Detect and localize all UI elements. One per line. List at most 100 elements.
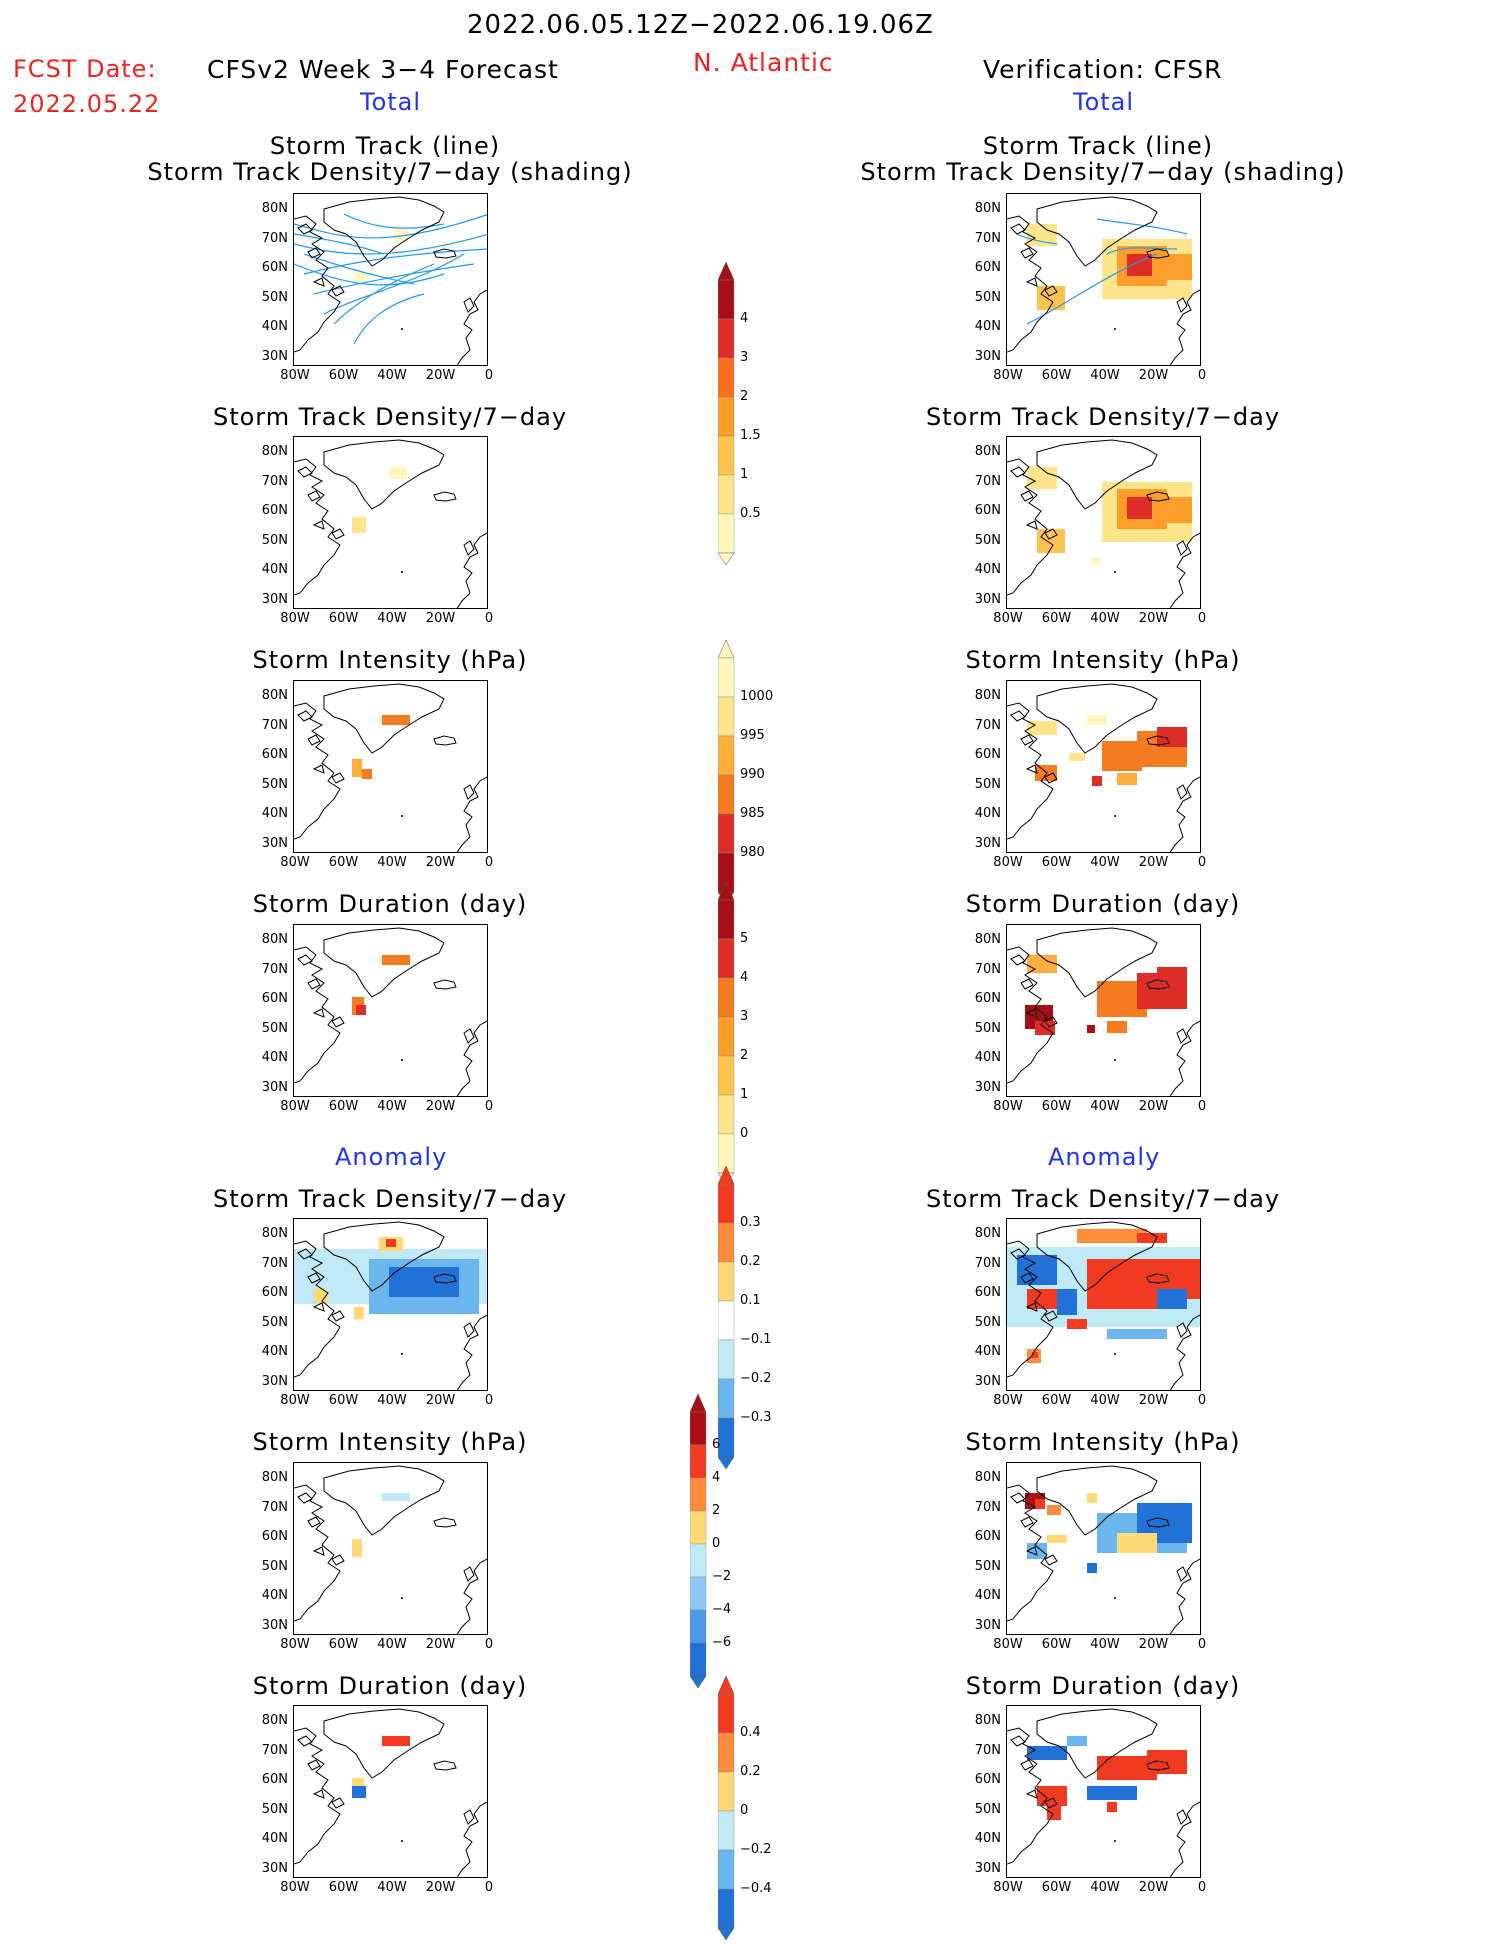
colorbar-label: 1.5 [740,428,761,443]
lon-tick-label: 80W [993,1099,1023,1114]
lat-tick-label: 50N [974,289,1001,305]
map-svg [294,1465,487,1634]
lon-tick-label: 60W [1041,855,1072,870]
shading-cell [1047,1806,1061,1820]
island-dot [401,571,403,573]
colorbar-segment [717,774,735,815]
shading-cell [1092,776,1102,786]
colorbar-svg [689,1393,707,1689]
map-svg [1007,927,1200,1096]
lat-tick-label: 80N [974,201,1001,216]
lon-tick-label: 0 [1197,1637,1207,1652]
map-svg [1007,439,1200,608]
lat-tick-label: 60N [974,1772,1001,1787]
lat-tick-label: 80N [974,444,1001,459]
shading-cell [1047,1505,1061,1515]
colorbar-segment [717,513,735,554]
colorbar-segment [717,318,735,359]
lat-tick-label: 80N [261,1470,288,1485]
lon-tick-label: 40W [377,1880,407,1895]
shading-cell [1092,557,1100,565]
right-column-title: Verification: CFSR [983,55,1223,84]
colorbar-arrow [717,1675,735,1695]
shading-cell [1067,1319,1087,1329]
colorbar-segment [717,1016,735,1057]
shading-cell [356,1005,366,1015]
lon-tick-label: 20W [1138,1880,1169,1895]
shading-cell [1017,1255,1057,1285]
shading-cell [1037,286,1065,310]
storm-track-line [1096,218,1188,235]
coastline [1007,683,1200,852]
lat-tick-label: 60N [974,260,1001,275]
lat-tick-label: 50N [261,289,288,305]
shading-cell [1107,1329,1167,1339]
shading-cell [1067,1736,1087,1746]
lat-tick-label: 50N [261,1314,288,1330]
lon-tick-label: 20W [425,1637,456,1652]
shading-cell [352,1778,364,1786]
lat-tick-label: 60N [261,747,288,762]
shading-cell [1087,715,1107,725]
lat-tick-label: 80N [261,444,288,459]
storm-track-line [343,213,445,229]
lat-tick-label: 70N [261,1499,288,1515]
map-panel [293,1705,488,1878]
lat-tick-label: 50N [974,1558,1001,1574]
map-panel [1006,924,1201,1097]
lon-tick-label: 0 [1197,1880,1207,1895]
colorbar-arrow [717,261,735,281]
island-dot [1114,328,1116,330]
lat-tick-label: 60N [261,503,288,518]
lon-tick-label: 60W [1041,611,1072,626]
colorbar-segment [717,279,735,320]
lon-tick-label: 40W [1090,1637,1120,1652]
lat-tick-label: 30N [261,1617,288,1633]
colorbar-density: 4 3 2 1.5 1 0.5 [717,261,761,569]
lat-tick-label: 40N [261,1588,288,1603]
shading-cell [354,1307,364,1319]
lon-tick-label: 40W [1090,1880,1120,1895]
panel-title-fc-track-1: Storm Track (line) [269,132,501,160]
shading-cell [1087,1025,1095,1033]
lat-tick-label: 80N [261,688,288,703]
lon-tick-label: 40W [377,611,407,626]
colorbar-label: −0.2 [740,1842,772,1857]
colorbar-label: 2 [712,1503,721,1518]
lon-tick-label: 20W [1138,368,1169,383]
island-dot [1114,815,1116,817]
shading-cell [352,759,362,777]
lon-tick-label: 20W [425,855,456,870]
lat-tick-label: 50N [974,776,1001,792]
shading-cell [389,467,407,479]
lon-tick-label: 40W [377,1099,407,1114]
colorbar-label: 990 [740,767,765,782]
shading-cell [389,1267,459,1297]
coastline [1007,439,1200,608]
shading-cell [1027,224,1057,246]
lon-tick-label: 40W [1090,368,1120,383]
lon-tick-label: 0 [484,1880,494,1895]
map-svg [294,927,487,1096]
lat-tick-label: 70N [261,230,288,246]
panel-title-ob-density: Storm Track Density/7−day [925,403,1281,431]
shading-cell [362,769,372,779]
lon-tick-label: 0 [484,1637,494,1652]
shading-cell [352,1539,362,1557]
shading-cell [1117,1533,1157,1553]
colorbar-arrow [717,552,735,566]
shading-cell [1027,1746,1067,1760]
lon-tick-label: 60W [328,368,359,383]
lon-tick-label: 80W [993,611,1023,626]
lat-tick-label: 60N [974,991,1001,1006]
shading-cell [386,1239,396,1247]
lat-tick-label: 30N [974,1617,1001,1633]
map-svg [1007,1708,1200,1877]
shading-cell [352,517,366,533]
map-panel [293,680,488,853]
lat-tick-label: 40N [261,806,288,821]
lon-tick-label: 60W [328,611,359,626]
lon-tick-label: 40W [377,1393,407,1408]
lon-tick-label: 0 [1197,368,1207,383]
lon-tick-label: 80W [280,368,310,383]
